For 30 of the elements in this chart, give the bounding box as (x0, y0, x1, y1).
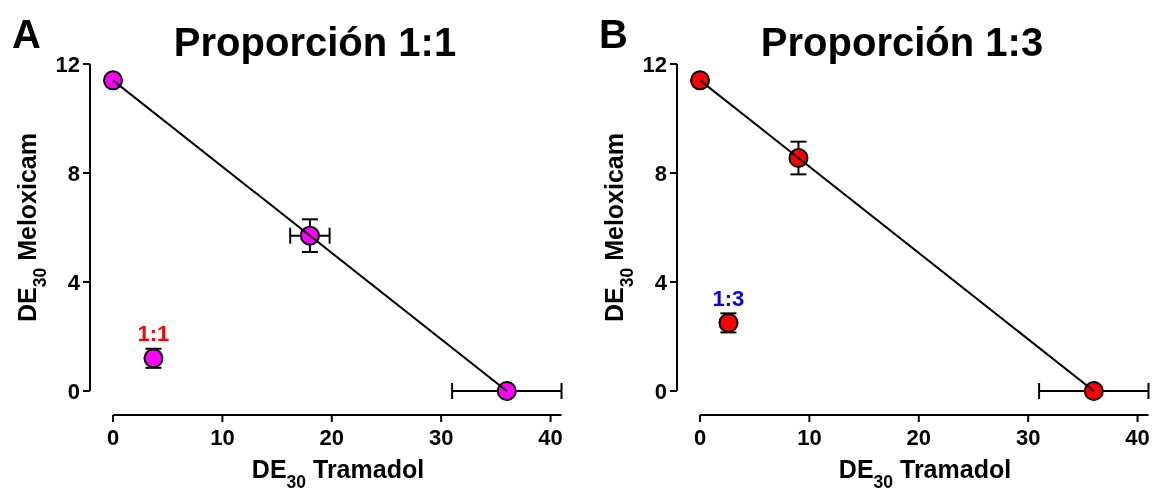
chart-title: Proporción 1:3 (760, 20, 1044, 64)
x-tick-label: 10 (797, 424, 822, 450)
y-tick-label: 12 (642, 51, 667, 77)
y-tick-label: 4 (67, 269, 81, 295)
annotation: 1:1 (137, 320, 170, 346)
chart-title: Proporción 1:1 (173, 20, 457, 64)
x-tick-label: 0 (106, 424, 120, 450)
x-tick-label: 0 (693, 424, 707, 450)
x-tick-label: 40 (1125, 424, 1150, 450)
y-tick-label: 8 (67, 160, 80, 186)
x-tick-label: 30 (428, 424, 454, 450)
point (1083, 381, 1104, 401)
annotation: 1:3 (712, 285, 745, 311)
y-tick-label: 8 (654, 160, 667, 186)
x-axis-title: DE$_{30}$ Tramadol (251, 455, 425, 492)
y-tick-label: 0 (67, 378, 80, 404)
point (496, 381, 517, 401)
text: B (599, 12, 628, 56)
point (690, 70, 710, 91)
x-axis-title: DE$_{30}$ Tramadol (838, 455, 1012, 492)
x-tick-label: 20 (319, 424, 345, 450)
y-tick-label: 4 (654, 269, 668, 295)
y-tick-label: 0 (654, 378, 667, 404)
point (103, 70, 123, 91)
x-tick-label: 30 (1015, 424, 1041, 450)
y-tick-label: 12 (55, 51, 80, 77)
x-tick-label: 40 (538, 424, 563, 450)
x-tick-label: 20 (906, 424, 932, 450)
text: A (12, 12, 41, 56)
x-tick-label: 10 (210, 424, 235, 450)
